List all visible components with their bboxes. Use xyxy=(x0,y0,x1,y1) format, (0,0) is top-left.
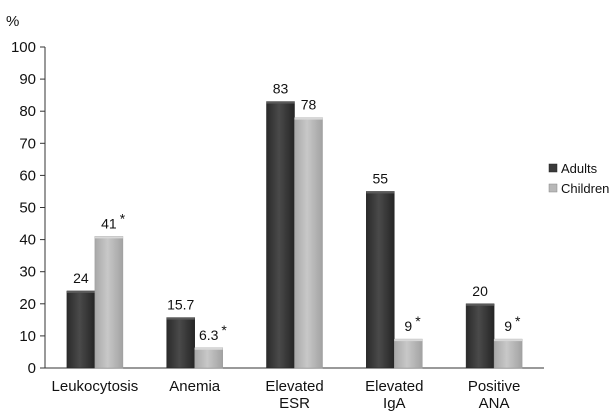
data-label-children-4: 9 xyxy=(504,318,512,334)
significance-marker: * xyxy=(221,322,227,338)
data-label-adults-2: 83 xyxy=(273,81,289,97)
bar-top-highlight xyxy=(294,117,323,120)
bar-top-highlight xyxy=(494,339,523,342)
x-axis: Leukocytosis Anemia ElevatedESRElevatedIgA… xyxy=(52,378,521,412)
data-label-adults-1: 15.7 xyxy=(167,297,194,313)
data-label-children-1: 6.3 xyxy=(199,327,219,343)
bar-children-0 xyxy=(94,236,124,369)
y-tick-label: 10 xyxy=(19,328,36,345)
data-label-children-0: 41 xyxy=(101,215,117,231)
y-tick-label: 80 xyxy=(19,103,36,120)
x-category-label: ESR xyxy=(279,395,310,412)
bar-adults-3 xyxy=(366,191,395,369)
y-tick-label: 50 xyxy=(19,200,36,217)
x-category-label: ANA xyxy=(479,395,510,412)
data-label-children-2: 78 xyxy=(301,97,317,113)
bar-children-2 xyxy=(294,117,323,369)
y-tick-label: 70 xyxy=(19,135,36,152)
bar-top-highlight xyxy=(166,317,195,320)
legend-label-adults: Adults xyxy=(561,161,598,176)
bar-children-1 xyxy=(194,347,223,369)
x-category-label: Elevated xyxy=(365,378,423,395)
bar-adults-0 xyxy=(66,290,96,369)
y-tick-label: 30 xyxy=(19,264,36,281)
bar-top-highlight xyxy=(266,101,295,104)
x-category-label: Elevated xyxy=(265,378,323,395)
significance-marker: * xyxy=(515,313,521,329)
x-category-label: Anemia xyxy=(169,378,221,395)
data-label-children-3: 9 xyxy=(404,318,412,334)
y-tick-label: 20 xyxy=(19,296,36,313)
y-axis-unit-label: % xyxy=(6,13,19,30)
data-label-adults-4: 20 xyxy=(472,283,488,299)
bar-top-highlight xyxy=(366,191,395,194)
bar-top-highlight xyxy=(466,303,495,306)
y-tick-label: 60 xyxy=(19,167,36,184)
legend-swatch-children xyxy=(548,183,558,193)
bar-top-highlight xyxy=(194,347,223,350)
bar-children-4 xyxy=(493,338,523,369)
x-category-label: Positive xyxy=(468,378,521,395)
legend-label-children: Children xyxy=(561,181,609,196)
x-category-label: Leukocytosis xyxy=(52,378,139,395)
bar-children-3 xyxy=(394,338,423,369)
significance-marker: * xyxy=(120,210,126,226)
y-tick-label: 40 xyxy=(19,232,36,249)
y-tick-label: 0 xyxy=(28,360,36,377)
bar-adults-2 xyxy=(266,101,295,369)
y-axis: 0 10 20 30 40 50 60 70 80 90 100 xyxy=(11,39,45,377)
bar-adults-1 xyxy=(166,317,195,369)
legend-swatch-adults xyxy=(548,163,558,173)
bar-adults-4 xyxy=(465,303,495,369)
y-tick-label: 100 xyxy=(11,39,36,56)
bar-top-highlight xyxy=(66,290,95,293)
data-label-adults-0: 24 xyxy=(73,270,89,286)
significance-marker: * xyxy=(415,313,421,329)
bar-top-highlight xyxy=(394,339,423,342)
data-label-adults-3: 55 xyxy=(373,170,389,186)
bar-top-highlight xyxy=(94,236,123,239)
y-tick-label: 90 xyxy=(19,71,36,88)
x-category-label: IgA xyxy=(383,395,406,412)
legend: Adults Children xyxy=(548,161,609,196)
